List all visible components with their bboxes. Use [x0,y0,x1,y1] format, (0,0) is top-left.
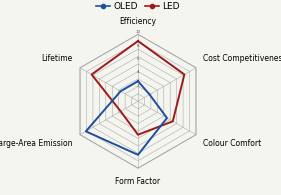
Text: Form Factor: Form Factor [115,177,160,186]
Text: Efficiency: Efficiency [119,17,157,26]
Text: 4: 4 [137,70,139,74]
Text: 8: 8 [137,44,139,48]
Text: Cost Competitiveness: Cost Competitiveness [203,54,281,63]
Legend: OLED, LED: OLED, LED [93,0,183,15]
Text: 6: 6 [137,57,139,61]
Text: Colour Comfort: Colour Comfort [203,139,262,148]
Text: Lifetime: Lifetime [41,54,72,63]
Text: Large-Area Emission: Large-Area Emission [0,139,72,148]
Text: 10: 10 [135,30,140,34]
Text: 2: 2 [137,84,139,88]
